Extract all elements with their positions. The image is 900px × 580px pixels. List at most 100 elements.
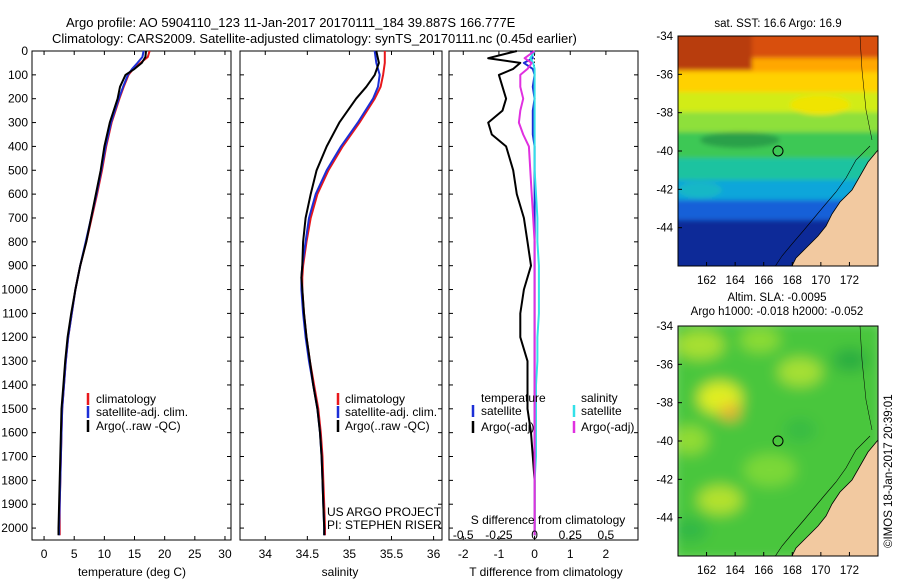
sla-map xyxy=(677,325,879,557)
sst-map-lon-label: 164 xyxy=(726,275,746,287)
x-tick-label: 0 xyxy=(41,547,48,561)
sla-map-lon-label: 172 xyxy=(840,565,859,577)
salinity-legend: climatology satellite-adj. clim. Argo(..… xyxy=(327,392,442,532)
sla-map-title-1: Altim. SLA: -0.0095 xyxy=(727,292,826,304)
legend-climatology: climatology xyxy=(345,392,405,406)
sst-map-lon-label: 162 xyxy=(697,275,716,287)
legend-satellite: satellite-adj. clim. xyxy=(345,405,437,419)
salinity-panel xyxy=(239,50,443,541)
map-ticks: 162 162 164 164 166 166 168 168 170 170 172 172 -34 -… xyxy=(656,31,859,577)
x-tick-label: 34 xyxy=(259,547,273,561)
salinity-axis-label: salinity xyxy=(322,565,359,579)
argo-location-marker xyxy=(772,145,784,157)
difference-chart: -2 -1 0 1 2 -0.5 -0.25 0 0.25 0.5 xyxy=(449,50,638,561)
series-argo-raw-qc xyxy=(300,50,380,536)
y-tick-label: 1700 xyxy=(1,450,28,464)
x-tick-label: 25 xyxy=(188,547,202,561)
x-tick-label: 0 xyxy=(531,547,538,561)
argo-location-marker xyxy=(772,435,784,447)
temperature-legend: climatology satellite-adj. clim. Argo(..… xyxy=(86,392,188,433)
y-tick-label: 1500 xyxy=(1,402,28,416)
y-tick-label: 100 xyxy=(8,68,28,82)
x-tick-label: 35.5 xyxy=(380,547,404,561)
legend-satellite: satellite-adj. clim. xyxy=(96,405,188,419)
sla-map-lat-label: -44 xyxy=(656,513,673,525)
temperature-panel xyxy=(31,50,232,541)
y-tick-label: 600 xyxy=(8,187,28,201)
y-tick-label: 2000 xyxy=(1,521,28,535)
sla-map-lon-label: 162 xyxy=(697,565,716,577)
sst-map-lat-label: -44 xyxy=(656,223,673,235)
series-s-argo-adj xyxy=(517,50,536,536)
depth-contour xyxy=(774,435,871,556)
temperature-axis-label: temperature (deg C) xyxy=(78,565,186,579)
x-tick-label: 1 xyxy=(567,547,574,561)
series-argo-raw-qc xyxy=(57,50,147,536)
y-tick-label: 1000 xyxy=(1,283,28,297)
legend-s-argo: Argo(-adj) xyxy=(581,420,634,434)
legend-salinity-heading: salinity xyxy=(581,391,618,405)
difference-panel xyxy=(448,50,639,541)
project-credit: US ARGO PROJECT xyxy=(327,505,442,519)
sst-map-title: sat. SST: 16.6 Argo: 16.9 xyxy=(714,18,841,30)
series-satellite-adj-clim xyxy=(300,50,381,536)
y-tick-label: 1600 xyxy=(1,426,28,440)
salinity-chart: 34 34.5 35 35.5 36 xyxy=(240,50,442,561)
sst-map-lat-label: -38 xyxy=(656,108,673,120)
x2-tick-label: 0.5 xyxy=(598,528,615,542)
x-tick-label: 15 xyxy=(128,547,142,561)
legend-argo: Argo(..raw -QC) xyxy=(345,419,430,433)
y-tick-label: 700 xyxy=(8,211,28,225)
y-tick-label: 1800 xyxy=(1,473,28,487)
series-t-argo-adj xyxy=(487,50,536,536)
series-climatology xyxy=(301,51,386,536)
sst-map-lon-label: 172 xyxy=(840,275,859,287)
difference-legend: temperature salinity satellite Argo(-adj… xyxy=(471,391,634,434)
x-tick-label: 10 xyxy=(98,547,112,561)
sla-map-lat-label: -42 xyxy=(656,474,673,486)
x-tick-label: 35 xyxy=(343,547,357,561)
y-tick-label: 300 xyxy=(8,116,28,130)
sla-map-lat-label: -40 xyxy=(656,436,673,448)
sst-map xyxy=(677,35,879,267)
y-tick-label: 1100 xyxy=(2,306,28,320)
legend-temperature-heading: temperature xyxy=(481,391,546,405)
y-tick-label: 200 xyxy=(8,92,28,106)
x2-tick-label: 0.25 xyxy=(559,528,583,542)
x2-tick-label: -0.5 xyxy=(453,528,474,542)
y-tick-label: 1400 xyxy=(1,378,28,392)
legend-s-satellite: satellite xyxy=(581,404,622,418)
x-tick-label: -1 xyxy=(494,547,505,561)
s-difference-axis-label: S difference from climatology xyxy=(471,513,626,527)
land-mass xyxy=(791,149,878,266)
y-tick-label: 900 xyxy=(8,259,28,273)
sst-map-lat-label: -40 xyxy=(656,146,673,158)
sla-map-lat-label: -34 xyxy=(656,321,673,333)
sla-map-lon-label: 164 xyxy=(726,565,746,577)
sst-map-lat-label: -42 xyxy=(656,184,673,196)
legend-t-satellite: satellite xyxy=(481,404,522,418)
imos-stamp: ©IMOS 18-Jan-2017 20:39:01 xyxy=(883,394,895,548)
header-line-2: Climatology: CARS2009. Satellite-adjuste… xyxy=(52,31,577,46)
land-mass xyxy=(791,439,878,556)
y-tick-label: 500 xyxy=(8,163,28,177)
sst-map-lat-label: -36 xyxy=(656,69,673,81)
x-tick-label: 5 xyxy=(71,547,78,561)
pi-credit: PI: STEPHEN RISER xyxy=(327,518,442,532)
y-tick-label: 400 xyxy=(8,139,28,153)
x2-tick-label: -0.25 xyxy=(485,528,513,542)
sst-map-lon-label: 170 xyxy=(811,275,830,287)
t-difference-axis-label: T difference from climatology xyxy=(469,565,623,579)
y-tick-label: 1200 xyxy=(1,330,28,344)
sla-map-lat-label: -38 xyxy=(656,398,673,410)
depth-contour xyxy=(859,326,873,431)
x-tick-label: 20 xyxy=(158,547,172,561)
header-line-1: Argo profile: AO 5904110_123 11-Jan-2017… xyxy=(66,15,516,30)
sst-map-lat-label: -34 xyxy=(656,31,673,43)
x-tick-label: -2 xyxy=(458,547,469,561)
series-satellite-adj-clim xyxy=(58,50,145,536)
y-tick-label: 800 xyxy=(8,235,28,249)
x-tick-label: 2 xyxy=(603,547,610,561)
sla-map-lon-label: 170 xyxy=(811,565,830,577)
sla-map-lon-label: 166 xyxy=(754,565,773,577)
